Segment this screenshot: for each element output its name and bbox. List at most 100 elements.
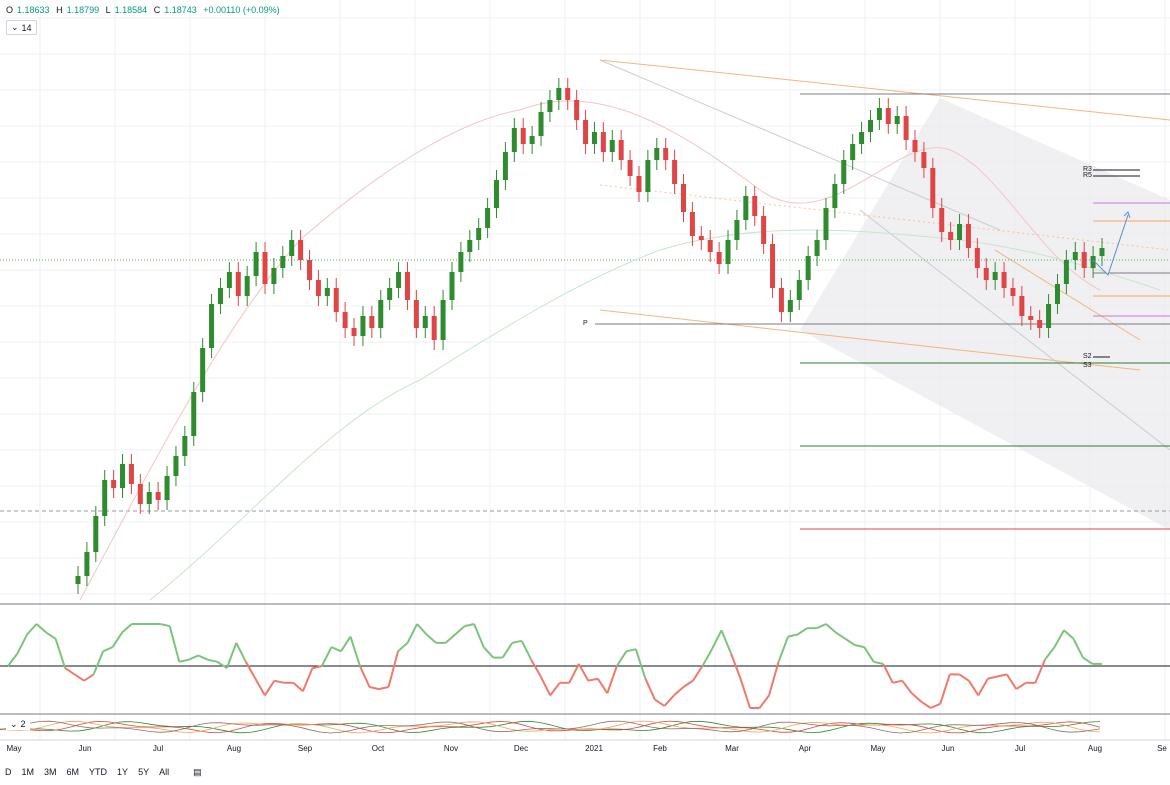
candle[interactable]: [992, 272, 998, 280]
candle[interactable]: [200, 348, 206, 392]
candle[interactable]: [84, 552, 90, 576]
candle[interactable]: [324, 288, 330, 296]
candle[interactable]: [422, 316, 428, 328]
range-button-all[interactable]: All: [159, 767, 170, 777]
candle[interactable]: [814, 240, 820, 256]
candle[interactable]: [983, 268, 989, 280]
candle[interactable]: [1001, 272, 1007, 288]
candle[interactable]: [1072, 252, 1078, 260]
candle[interactable]: [280, 256, 286, 268]
candle[interactable]: [600, 132, 606, 152]
candle[interactable]: [378, 300, 384, 328]
candle[interactable]: [315, 280, 321, 296]
candle[interactable]: [796, 280, 802, 300]
candle[interactable]: [627, 160, 633, 176]
candle[interactable]: [262, 252, 268, 284]
candle[interactable]: [663, 148, 669, 160]
candle[interactable]: [396, 272, 402, 288]
candle[interactable]: [164, 476, 170, 500]
candle[interactable]: [529, 136, 535, 144]
candle[interactable]: [307, 260, 313, 280]
candle[interactable]: [289, 240, 295, 256]
candle[interactable]: [1099, 248, 1105, 256]
candle[interactable]: [191, 392, 197, 436]
candle[interactable]: [404, 272, 410, 300]
candle[interactable]: [209, 304, 215, 348]
candle[interactable]: [449, 272, 455, 300]
candle[interactable]: [102, 480, 108, 516]
candle[interactable]: [271, 268, 277, 284]
candle[interactable]: [565, 88, 571, 100]
candle[interactable]: [360, 316, 366, 336]
candle[interactable]: [885, 108, 891, 124]
candle[interactable]: [965, 224, 971, 248]
chevron-down-icon[interactable]: ⌄: [10, 718, 18, 729]
candle[interactable]: [841, 160, 847, 184]
candle[interactable]: [761, 216, 767, 244]
candle[interactable]: [939, 208, 945, 232]
candle[interactable]: [921, 152, 927, 168]
candle[interactable]: [182, 436, 188, 456]
candle[interactable]: [120, 464, 126, 488]
range-button-ytd[interactable]: YTD: [89, 767, 108, 777]
candle[interactable]: [458, 252, 464, 272]
candle[interactable]: [351, 328, 357, 336]
trend-line[interactable]: [859, 209, 1170, 451]
candle[interactable]: [440, 300, 446, 340]
candle[interactable]: [485, 208, 491, 228]
trend-line[interactable]: [599, 309, 1141, 371]
range-button-5y[interactable]: 5Y: [138, 767, 150, 777]
candle[interactable]: [876, 108, 882, 120]
candle[interactable]: [609, 140, 615, 152]
candle[interactable]: [128, 464, 134, 484]
candle[interactable]: [948, 232, 954, 240]
candle[interactable]: [725, 240, 731, 264]
range-button-3m[interactable]: 3M: [44, 767, 57, 777]
candle[interactable]: [413, 300, 419, 328]
candle[interactable]: [244, 276, 250, 296]
candle[interactable]: [520, 128, 526, 144]
range-button-d[interactable]: D: [5, 767, 12, 777]
candle[interactable]: [502, 152, 508, 180]
candle[interactable]: [547, 100, 553, 112]
candle[interactable]: [253, 252, 259, 276]
range-button-6m[interactable]: 6M: [66, 767, 80, 777]
calendar-icon[interactable]: ▤: [193, 766, 202, 777]
indicator-toggle-14[interactable]: ⌄ 14: [6, 20, 37, 35]
candle[interactable]: [431, 316, 437, 340]
candle[interactable]: [645, 160, 651, 192]
candle[interactable]: [787, 300, 793, 312]
candle[interactable]: [93, 516, 99, 552]
candle[interactable]: [1090, 256, 1096, 268]
candle[interactable]: [333, 288, 339, 312]
candle[interactable]: [342, 312, 348, 328]
candle[interactable]: [591, 132, 597, 144]
candle[interactable]: [387, 288, 393, 300]
candle[interactable]: [146, 492, 152, 504]
candle[interactable]: [618, 140, 624, 160]
candle[interactable]: [672, 160, 678, 184]
candle[interactable]: [823, 208, 829, 240]
candle[interactable]: [832, 184, 838, 208]
candle[interactable]: [369, 316, 375, 328]
projection-arrow[interactable]: [1092, 214, 1129, 276]
candle[interactable]: [903, 116, 909, 140]
candle[interactable]: [636, 176, 642, 192]
candle[interactable]: [974, 248, 980, 268]
candle[interactable]: [850, 144, 856, 160]
candle[interactable]: [912, 140, 918, 152]
candle[interactable]: [859, 132, 865, 144]
candle[interactable]: [698, 236, 704, 240]
candle[interactable]: [538, 112, 544, 136]
candle[interactable]: [752, 196, 758, 216]
candle[interactable]: [298, 240, 304, 260]
candle[interactable]: [957, 224, 963, 240]
candle[interactable]: [226, 272, 232, 288]
trend-line[interactable]: [994, 249, 1141, 341]
candle[interactable]: [467, 240, 473, 252]
candle[interactable]: [511, 128, 517, 152]
candle[interactable]: [1054, 284, 1060, 304]
candle[interactable]: [476, 228, 482, 240]
